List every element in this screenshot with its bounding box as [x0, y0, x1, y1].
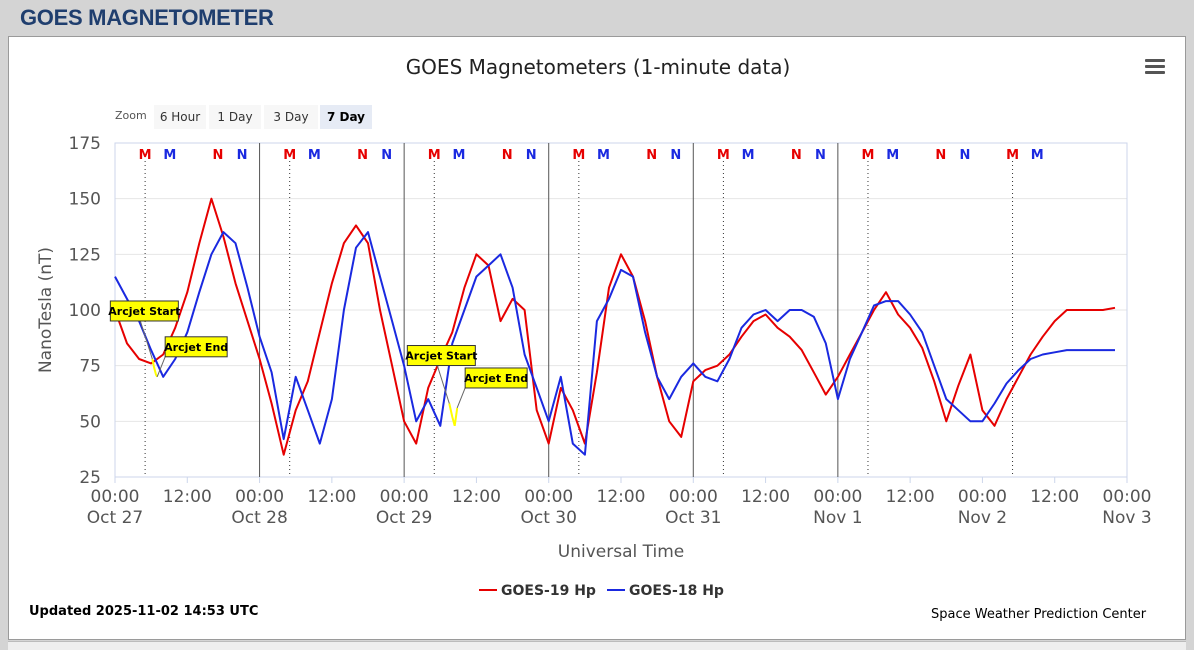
top-marker-n: N	[357, 148, 368, 163]
x-tick-time: 00:00	[1103, 487, 1152, 507]
top-marker-m: M	[163, 148, 176, 163]
top-marker-n: N	[381, 148, 392, 163]
x-tick-time: 12:00	[307, 487, 356, 507]
annotation-label: Arcjet End	[464, 372, 528, 385]
arcjet-segment	[448, 403, 459, 427]
annotation-box	[406, 345, 476, 367]
chart-panel: GOES Magnetometers (1-minute data) 25 50 75…	[8, 36, 1186, 640]
annotation-leader	[436, 365, 450, 404]
series-line-goes-18-hp	[114, 231, 1115, 456]
y-tick-label: 125	[69, 245, 101, 265]
series-line-goes-19-hp	[114, 197, 1116, 456]
y-tick-label: 75	[79, 357, 101, 377]
top-marker-m: M	[597, 148, 610, 163]
legend-item[interactable]: GOES-18 Hp	[629, 583, 724, 599]
hamburger-menu-icon[interactable]	[1145, 59, 1165, 77]
credit-text: Space Weather Prediction Center	[931, 607, 1147, 622]
top-marker-m: M	[717, 148, 730, 163]
x-tick-date: Oct 30	[520, 508, 576, 528]
x-tick-time: 12:00	[741, 487, 790, 507]
x-tick-time: 12:00	[1030, 487, 1079, 507]
top-marker-n: N	[815, 148, 826, 163]
magnetometer-chart: GOES Magnetometers (1-minute data) 25 50 75…	[36, 55, 1152, 599]
y-tick-label: 175	[69, 134, 101, 154]
top-marker-n: N	[237, 148, 248, 163]
top-marker-n: N	[791, 148, 802, 163]
x-tick-date: Oct 28	[231, 508, 287, 528]
annotation-label: Arcjet Start	[108, 305, 180, 318]
top-marker-n: N	[646, 148, 657, 163]
x-tick-time: 00:00	[813, 487, 862, 507]
top-marker-m: M	[1031, 148, 1044, 163]
y-tick-label: 150	[69, 190, 101, 210]
top-marker-m: M	[452, 148, 465, 163]
zoom-6-hour-button[interactable]: 6 Hour	[154, 105, 206, 129]
x-tick-date: Nov 3	[1102, 508, 1151, 528]
x-tick-time: 00:00	[524, 487, 573, 507]
annotation-leader	[139, 320, 153, 360]
top-marker-m: M	[572, 148, 585, 163]
top-marker-n: N	[670, 148, 681, 163]
top-marker-n: N	[960, 148, 971, 163]
x-tick-time: 00:00	[235, 487, 284, 507]
x-tick-time: 12:00	[886, 487, 935, 507]
x-tick-date: Nov 1	[813, 508, 862, 528]
x-tick-time: 12:00	[597, 487, 646, 507]
top-marker-n: N	[526, 148, 537, 163]
annotation-box	[164, 336, 228, 358]
y-tick-label: 50	[79, 412, 101, 432]
top-marker-m: M	[1006, 148, 1019, 163]
chart-title: GOES Magnetometers (1-minute data)	[406, 55, 791, 79]
y-tick-label: 100	[69, 301, 101, 321]
x-tick-time: 00:00	[669, 487, 718, 507]
annotation-label: Arcjet End	[164, 341, 228, 354]
top-marker-m: M	[886, 148, 899, 163]
annotation-box	[464, 367, 528, 389]
annotation-leader	[156, 356, 166, 377]
y-axis-label: NanoTesla (nT)	[36, 247, 56, 373]
x-tick-time: 00:00	[91, 487, 140, 507]
top-marker-m: M	[139, 148, 152, 163]
arcjet-segment	[151, 358, 159, 378]
zoom-label: Zoom	[115, 109, 147, 122]
x-axis-label: Universal Time	[558, 542, 684, 562]
x-tick-time: 12:00	[452, 487, 501, 507]
top-marker-m: M	[742, 148, 755, 163]
x-tick-date: Oct 31	[665, 508, 721, 528]
annotation-label: Arcjet Start	[405, 350, 477, 363]
top-marker-m: M	[283, 148, 296, 163]
x-tick-date: Oct 27	[87, 508, 143, 528]
x-tick-time: 00:00	[380, 487, 429, 507]
top-marker-m: M	[308, 148, 321, 163]
legend-item[interactable]: GOES-19 Hp	[501, 583, 596, 599]
top-marker-m: M	[428, 148, 441, 163]
annotation-leader	[456, 387, 466, 409]
updated-timestamp: Updated 2025-11-02 14:53 UTC	[29, 604, 259, 619]
zoom-7-day-button[interactable]: 7 Day	[320, 105, 372, 129]
y-tick-label: 25	[79, 468, 101, 488]
top-marker-n: N	[502, 148, 513, 163]
x-tick-time: 00:00	[958, 487, 1007, 507]
footer-strip	[8, 641, 1186, 650]
page-header: GOES MAGNETOMETER	[20, 5, 274, 30]
zoom-1-day-button[interactable]: 1 Day	[209, 105, 261, 129]
top-marker-n: N	[213, 148, 224, 163]
x-tick-time: 12:00	[163, 487, 212, 507]
zoom-3-day-button[interactable]: 3 Day	[264, 105, 318, 129]
top-marker-m: M	[862, 148, 875, 163]
x-tick-date: Nov 2	[958, 508, 1007, 528]
top-marker-n: N	[935, 148, 946, 163]
annotation-box	[109, 300, 179, 322]
x-tick-date: Oct 29	[376, 508, 432, 528]
